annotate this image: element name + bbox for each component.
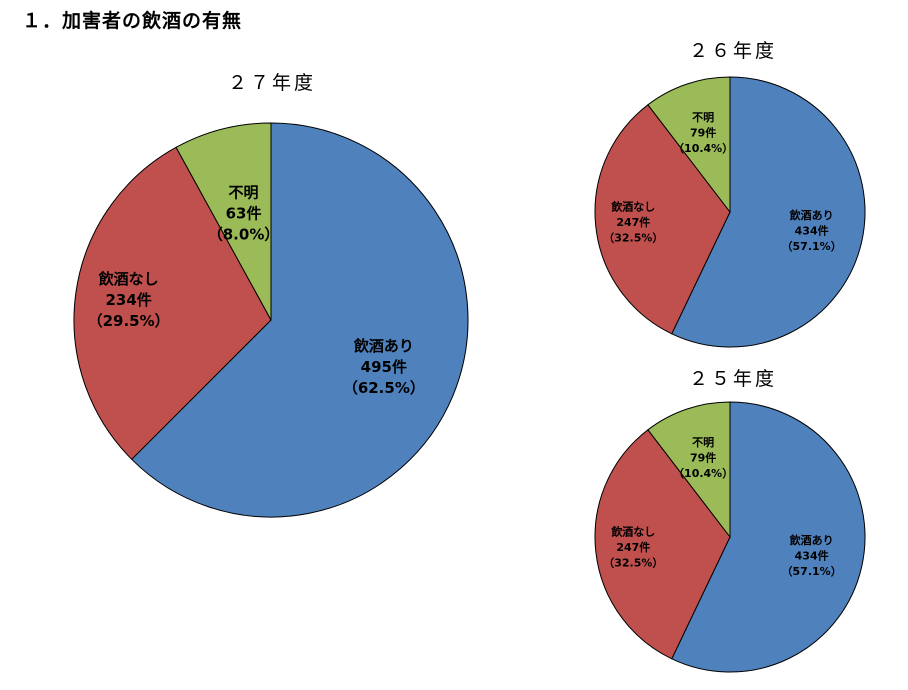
slice-label-count: 63件 [226,204,262,222]
slice-label-name: 飲酒あり [789,533,834,547]
slice-label-drinking: 飲酒あり 495件 （62.5%） [343,337,425,397]
slice-label-name: 飲酒あり [789,208,834,222]
slice-label-count: 79件 [690,451,716,465]
slice-label-count: 247件 [616,540,650,554]
slice-label-no-drinking: 飲酒なし 247件 （32.5%） [603,524,663,569]
slice-label-percent: （10.4%） [673,467,733,480]
pie-slice-unknown [647,76,731,214]
slice-label-name: 飲酒なし [98,270,159,288]
slice-label-name: 飲酒なし [610,524,655,538]
slice-label-unknown: 不明 79件 （10.4%） [673,111,733,155]
pie-chart-fy27: ２７年度 飲酒あり 495件 （62.5%） 飲酒なし 234件 （29.5%） 不明 63件… [62,66,482,526]
slice-label-count: 495件 [361,358,407,376]
chart-title: ２６年度 [688,40,777,62]
pie-chart-svg: 飲酒あり 495件 （62.5%） 飲酒なし 234件 （29.5%） 不明 63件 （8.0%… [73,122,469,518]
slice-label-count: 234件 [105,291,151,309]
slice-label-count: 247件 [616,215,650,229]
pie-chart-fy26: ２６年度 飲酒あり 434件 （57.1%） 飲酒なし 247件 （32.5%） 不明 79件… [588,36,878,348]
slice-label-name: 不明 [229,183,259,201]
page-title: １．加害者の飲酒の有無 [22,10,243,32]
slice-label-no-drinking: 飲酒なし 234件 （29.5%） [88,270,170,330]
slice-label-percent: （57.1%） [782,240,842,253]
pie-chart-fy25: ２５年度 飲酒あり 434件 （57.1%） 飲酒なし 247件 （32.5%） 不明 79件… [588,364,878,684]
pie-slice-no-drinking [73,146,272,461]
chart-title: ２５年度 [688,368,777,390]
slice-label-unknown: 不明 79件 （10.4%） [673,436,733,480]
pie-slice-no-drinking [594,429,731,660]
slice-label-unknown: 不明 63件 （8.0%） [208,183,280,243]
chart-title: ２７年度 [227,72,316,94]
slice-label-percent: （32.5%） [603,556,663,569]
pie-slice-unknown [647,401,731,539]
slice-label-percent: （8.0%） [208,225,280,243]
slice-label-count: 434件 [795,548,829,562]
slice-label-percent: （32.5%） [603,231,663,244]
slice-label-percent: （62.5%） [343,379,425,397]
slice-label-name: 飲酒なし [610,199,655,213]
pie-slice-no-drinking [594,104,731,335]
slice-label-count: 434件 [795,223,829,237]
slice-label-no-drinking: 飲酒なし 247件 （32.5%） [603,199,663,244]
slice-label-percent: （57.1%） [782,565,842,578]
slice-label-count: 79件 [690,126,716,140]
slice-label-percent: （29.5%） [88,312,170,330]
slice-label-name: 不明 [692,111,714,124]
pie-slice-drinking [671,401,866,673]
pie-slice-drinking [130,122,469,518]
slice-label-name: 不明 [692,436,714,449]
pie-slice-unknown [175,122,272,321]
slice-label-percent: （10.4%） [673,142,733,155]
slice-label-name: 飲酒あり [353,337,414,355]
pie-slice-drinking [671,76,866,348]
